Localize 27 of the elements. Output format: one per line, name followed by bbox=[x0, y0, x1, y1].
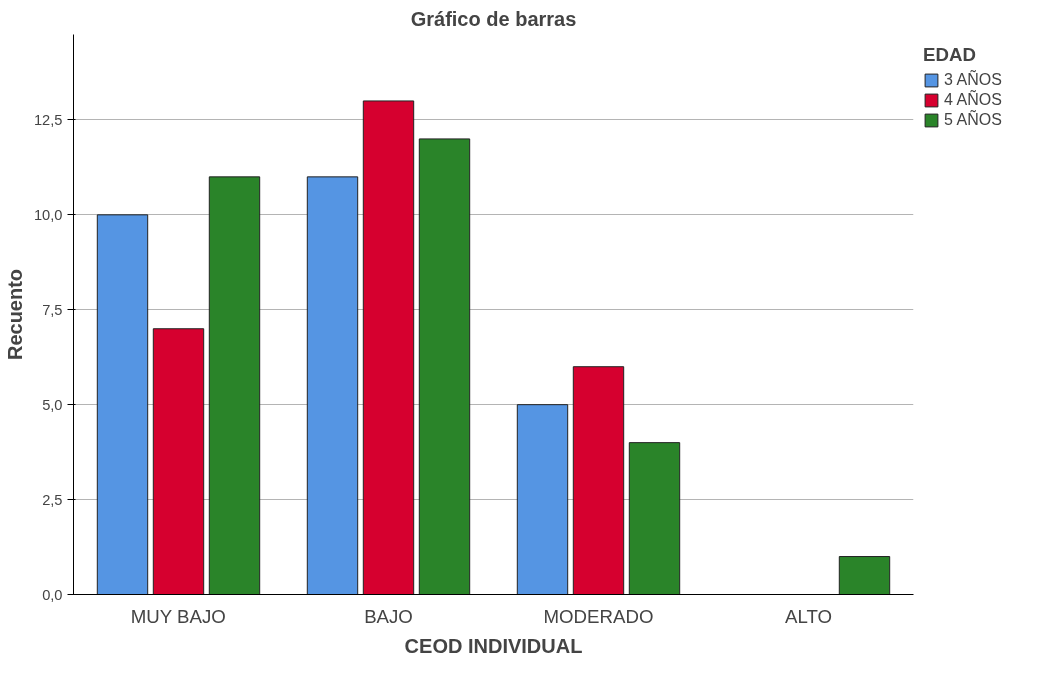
x-tick-label: MODERADO bbox=[543, 605, 654, 627]
bar bbox=[838, 556, 891, 595]
y-tick-label: 2,5 bbox=[42, 491, 63, 508]
y-tick-label: 10,0 bbox=[33, 206, 63, 223]
y-axis-title: Recuento bbox=[3, 268, 26, 361]
bar bbox=[306, 176, 359, 595]
bar bbox=[516, 404, 569, 595]
bar bbox=[572, 366, 625, 595]
y-tick-label: 0,0 bbox=[42, 586, 63, 603]
bar bbox=[96, 214, 149, 595]
bar bbox=[418, 138, 471, 595]
legend-label: 4 AÑOS bbox=[944, 91, 1002, 109]
x-axis-title: CEOD INDIVIDUAL bbox=[404, 634, 583, 657]
y-tick-label: 7,5 bbox=[42, 301, 63, 318]
y-tick-label: 12,5 bbox=[33, 111, 63, 128]
chart-title: Gráfico de barras bbox=[410, 7, 577, 30]
x-tick-label: MUY BAJO bbox=[130, 605, 226, 627]
bar bbox=[628, 442, 681, 595]
x-tick-label: BAJO bbox=[364, 605, 413, 627]
bar bbox=[208, 176, 261, 595]
y-tick-label: 5,0 bbox=[42, 396, 63, 413]
bar bbox=[362, 100, 415, 595]
legend-title: EDAD bbox=[923, 44, 977, 66]
bar bbox=[152, 328, 205, 595]
legend-label: 5 AÑOS bbox=[944, 111, 1002, 129]
legend-label: 3 AÑOS bbox=[944, 71, 1002, 89]
x-tick-label: ALTO bbox=[785, 605, 833, 627]
